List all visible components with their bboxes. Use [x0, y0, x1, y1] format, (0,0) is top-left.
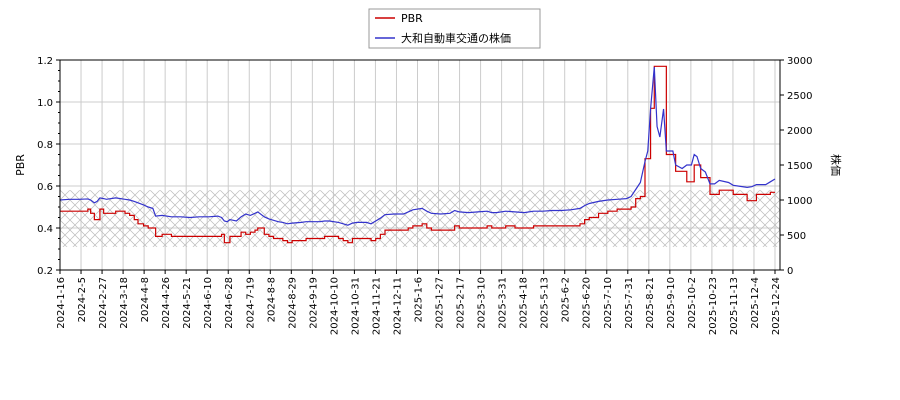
left-tick-label: 0.6	[37, 182, 53, 193]
x-tick-label: 2025-9-10	[666, 277, 677, 329]
x-tick-label: 2025-11-13	[729, 277, 740, 335]
x-tick-label: 2024-11-21	[371, 277, 382, 335]
x-tick-label: 2025-7-31	[624, 277, 635, 329]
x-tick-label: 2024-4-8	[140, 277, 151, 322]
x-tick-label: 2025-8-21	[645, 277, 656, 329]
x-tick-label: 2024-9-19	[308, 277, 319, 329]
right-tick-label: 1500	[787, 161, 812, 172]
x-tick-label: 2025-6-2	[561, 277, 572, 322]
series-line-pbr	[60, 65, 775, 244]
x-tick-label: 2025-3-10	[477, 277, 488, 329]
right-tick-label: 2000	[787, 126, 812, 137]
x-tick-label: 2025-12-4	[750, 277, 761, 329]
x-tick-label: 2024-1-16	[56, 277, 67, 329]
left-axis-title: PBR	[14, 154, 27, 176]
x-tick-label: 2024-3-18	[119, 277, 130, 329]
left-tick-label: 0.4	[37, 224, 53, 235]
right-axis-title: 株価	[829, 154, 843, 176]
legend-box	[368, 8, 541, 49]
right-tick-label: 1000	[787, 196, 812, 207]
x-tick-label: 2025-1-6	[413, 277, 424, 322]
x-axis: 2024-1-16 2024-2-5 2024-2-27 2024-3-18 2024-…	[56, 270, 782, 335]
legend-label-pbr: PBR	[401, 12, 423, 25]
x-tick-label: 2025-6-20	[582, 277, 593, 329]
legend-label-price: 大和自動車交通の株価	[401, 31, 511, 45]
left-tick-label: 1.2	[37, 56, 53, 67]
left-tick-label: 0.8	[37, 140, 53, 151]
x-tick-label: 2025-12-24	[771, 277, 782, 335]
x-tick-label: 2025-3-31	[498, 277, 509, 329]
x-tick-label: 2024-10-10	[329, 277, 340, 335]
right-axis: 0 500 1000 1500 2000 2500 3000	[780, 56, 812, 277]
x-tick-label: 2024-8-8	[266, 277, 277, 322]
x-tick-label: 2024-5-21	[182, 277, 193, 329]
x-tick-label: 2024-7-19	[245, 277, 256, 329]
right-tick-label: 3000	[787, 56, 812, 67]
right-tick-label: 2500	[787, 91, 812, 102]
x-tick-label: 2025-1-27	[435, 277, 446, 329]
x-tick-label: 2024-8-29	[287, 277, 298, 329]
series-layer	[60, 65, 776, 244]
right-tick-label: 0	[787, 266, 793, 277]
left-axis: 0.2 0.4 0.6 0.8 1.0 1.2	[37, 56, 60, 277]
x-tick-label: 2024-12-11	[392, 277, 403, 335]
x-tick-label: 2024-2-5	[77, 277, 88, 322]
hatched-band	[60, 190, 780, 247]
right-tick-label: 500	[787, 231, 806, 242]
x-tick-label: 2025-2-17	[456, 277, 467, 329]
left-tick-label: 0.2	[37, 266, 53, 277]
x-tick-label: 2024-2-27	[98, 277, 109, 329]
left-tick-label: 1.0	[37, 98, 53, 109]
x-tick-label: 2024-4-26	[161, 277, 172, 329]
legend: PBR 大和自動車交通の株価	[368, 8, 541, 49]
x-tick-label: 2024-6-10	[203, 277, 214, 329]
x-tick-label: 2024-6-28	[224, 277, 235, 329]
x-tick-label: 2025-10-2	[687, 277, 698, 329]
x-tick-label: 2025-10-23	[708, 277, 719, 335]
x-tick-label: 2024-10-31	[350, 277, 361, 335]
x-tick-label: 2025-5-13	[540, 277, 551, 329]
x-tick-label: 2025-4-18	[519, 277, 530, 329]
series-line-price	[60, 66, 776, 226]
x-tick-label: 2025-7-10	[603, 277, 614, 329]
